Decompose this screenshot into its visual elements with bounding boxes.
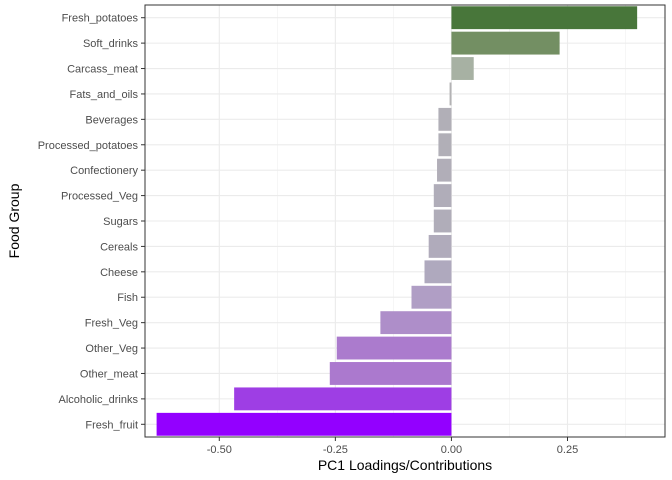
bar-fresh-potatoes [451, 6, 638, 30]
bar-beverages [438, 107, 452, 131]
bar-fats-and-oils [449, 82, 452, 106]
y-tick-label: Cereals [100, 241, 138, 253]
x-tick-label: -0.50 [207, 444, 232, 456]
bar-other-meat [329, 362, 452, 385]
y-axis-title: Food Group [6, 183, 22, 258]
x-tick-label: -0.25 [323, 444, 348, 456]
y-tick-label: Processed_Veg [61, 191, 138, 203]
y-tick-label: Fresh_fruit [85, 419, 138, 431]
bar-sugars [433, 209, 452, 233]
x-axis-title: PC1 Loadings/Contributions [318, 457, 492, 473]
y-tick-label: Other_Veg [85, 343, 138, 355]
y-tick-label: Sugars [103, 216, 138, 228]
x-tick-label: 0.25 [557, 444, 578, 456]
y-tick-label: Cheese [100, 267, 138, 279]
x-axis: -0.50 -0.25 0.00 0.25 [207, 437, 578, 456]
bar-processed-veg [433, 184, 452, 208]
y-tick-label: Other_meat [80, 368, 138, 380]
bars [156, 6, 638, 436]
bar-processed-potatoes [438, 133, 452, 157]
bar-alcoholic-drinks [234, 387, 452, 411]
y-tick-label: Confectionery [70, 165, 138, 177]
y-tick-label: Fresh_Veg [85, 318, 138, 330]
bar-soft-drinks [451, 31, 560, 55]
y-tick-label: Fish [117, 292, 138, 304]
bar-fresh-fruit [156, 412, 452, 436]
x-tick-label: 0.00 [441, 444, 462, 456]
y-tick-label: Fats_and_oils [70, 89, 139, 101]
y-axis: Fresh_potatoes Soft_drinks Carcass_meat Fat… [38, 13, 145, 431]
bar-other-veg [336, 336, 452, 360]
y-tick-label: Alcoholic_drinks [59, 394, 139, 406]
y-tick-label: Soft_drinks [83, 38, 139, 50]
bar-carcass-meat [451, 57, 474, 80]
y-tick-label: Beverages [85, 114, 138, 126]
bar-cereals [428, 234, 452, 258]
y-tick-label: Carcass_meat [67, 64, 138, 76]
bar-fresh-veg [380, 311, 452, 335]
bar-fish [411, 285, 452, 309]
y-tick-label: Processed_potatoes [38, 140, 139, 152]
y-tick-label: Fresh_potatoes [62, 13, 139, 25]
bar-cheese [424, 260, 452, 284]
bar-confectionery [437, 158, 452, 182]
